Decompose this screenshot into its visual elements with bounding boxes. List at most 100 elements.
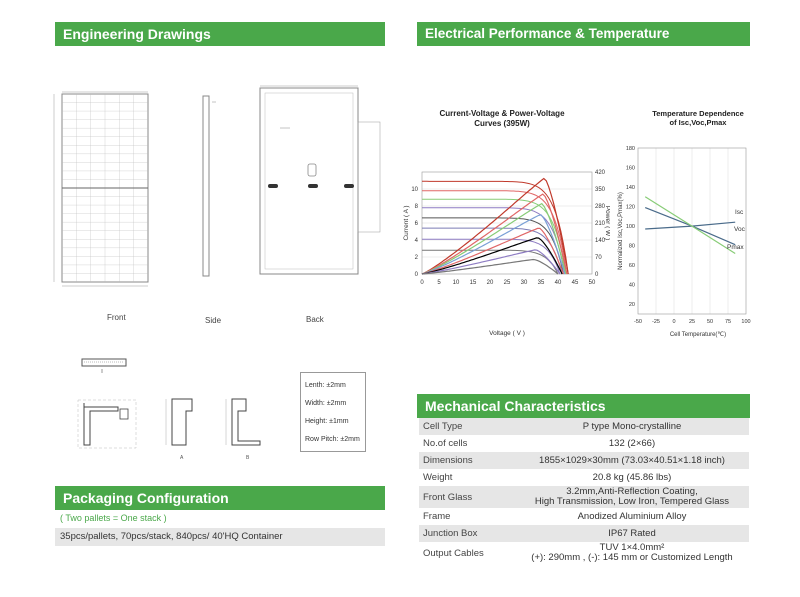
temp-y-tick-label: 100 [626, 224, 635, 230]
tolerance-row-pitch: Row Pitch: ±2mm [305, 436, 360, 443]
pv-curve [421, 237, 563, 275]
iv-y2-tick-label: 140 [595, 238, 606, 244]
iv-x-tick-label: 45 [572, 280, 579, 286]
temp-chart-title: Temperature Dependence of Isc,Voc,Pmax [652, 109, 744, 127]
mechanical-key: Output Cables [423, 547, 484, 559]
mechanical-row: Cell Type P type Mono-crystalline [419, 418, 749, 435]
packaging-header: Packaging Configuration [55, 486, 385, 510]
mechanical-value: 20.8 kg (45.86 lbs) [592, 471, 672, 483]
mechanical-row: Front Glass 3.2mm,Anti-Reflection Coating… [419, 486, 749, 508]
packaging-detail: 35pcs/pallets, 70pcs/stack, 840pcs/ 40'H… [55, 528, 385, 546]
iv-curve [422, 180, 569, 275]
pv-curve [421, 177, 569, 275]
frame-profile-drawings: A B [77, 358, 261, 461]
mechanical-value: Anodized Aluminium Alloy [577, 510, 687, 522]
iv-y-axis-label: Current ( A ) [403, 205, 410, 240]
temp-y-tick-label: 120 [626, 205, 635, 211]
iv-curve [422, 217, 564, 275]
mechanical-value: P type Mono-crystalline [582, 420, 682, 432]
iv-pv-chart: Current-Voltage & Power-Voltage Curves (3… [403, 109, 610, 337]
temp-series-pmax [644, 196, 736, 255]
pv-curve [421, 193, 568, 275]
mechanical-row: Frame Anodized Aluminium Alloy [419, 508, 749, 525]
mechanical-row: Dimensions 1855×1029×30mm (73.03×40.51×1.… [419, 452, 749, 469]
iv-x-tick-label: 35 [538, 280, 545, 286]
iv-x-tick-label: 5 [437, 280, 441, 286]
temp-y-tick-label: 180 [626, 146, 635, 152]
mechanical-table: Cell Type P type Mono-crystalline No.of ce… [419, 418, 749, 564]
temp-plot-frame [637, 147, 747, 315]
temp-x-tick-label: 0 [672, 319, 675, 325]
temp-y-tick-label: 40 [629, 283, 635, 289]
temp-x-tick-label: -50 [634, 319, 642, 325]
iv-x-tick-label: 20 [487, 280, 494, 286]
temp-y-axis-label: Normalized Isc,Voc,Pmax(%) [618, 192, 624, 270]
iv-y-tick-label: 2 [415, 255, 419, 261]
iv-curve [422, 249, 559, 275]
pv-curve [421, 214, 566, 275]
pv-curve [421, 202, 567, 275]
back-view-drawing [259, 85, 381, 275]
iv-y-tick-label: 6 [415, 221, 419, 227]
mechanical-value: IP67 Rated [608, 527, 656, 539]
side-view-drawing [202, 95, 216, 277]
iv-x-axis-label: Voltage ( V ) [489, 330, 525, 337]
iv-y2-axis-label: Power ( W ) [604, 206, 610, 240]
profile-label-b: B [246, 455, 250, 461]
temp-y-tick-label: 160 [626, 166, 635, 172]
iv-x-tick-label: 0 [420, 280, 424, 286]
temp-x-tick-label: 25 [689, 319, 695, 325]
side-label: Side [205, 316, 222, 325]
temp-y-tick-label: 80 [629, 244, 635, 250]
temperature-chart: Temperature Dependence of Isc,Voc,Pmax -50… [618, 109, 751, 338]
iv-curve [422, 190, 568, 275]
iv-y2-tick-label: 0 [595, 272, 599, 278]
tolerance-width: Width: ±2mm [305, 400, 347, 407]
temp-x-tick-label: 50 [707, 319, 713, 325]
iv-y2-tick-label: 420 [595, 170, 606, 176]
back-label: Back [306, 315, 324, 324]
iv-y2-tick-label: 210 [595, 221, 606, 227]
temp-legend-pmax: Pmax [727, 244, 744, 251]
mechanical-key: No.of cells [423, 438, 468, 449]
mechanical-row: No.of cells 132 (2×66) [419, 435, 749, 452]
temp-y-tick-label: 60 [629, 263, 635, 269]
temp-x-tick-label: 75 [725, 319, 731, 325]
iv-y-tick-label: 0 [415, 272, 419, 278]
iv-curve [422, 227, 563, 275]
iv-x-tick-label: 10 [453, 280, 460, 286]
mechanical-row: Weight 20.8 kg (45.86 lbs) [419, 469, 749, 486]
temp-x-axis-label: Cell Temperature(℃) [670, 332, 726, 338]
mechanical-value: 132 (2×66) [608, 437, 656, 449]
engineering-header: Engineering Drawings [55, 22, 385, 46]
mechanical-value: TUV 1×4.0mm² (+): 290mm , (-): 145 mm or … [531, 542, 733, 563]
iv-x-tick-label: 30 [521, 280, 528, 286]
front-panel-drawing [53, 91, 149, 287]
tolerance-box: Lenth: ±2mm Width: ±2mm Height: ±1mm Row… [300, 372, 366, 452]
pv-curve [421, 249, 561, 275]
iv-x-tick-label: 15 [470, 280, 477, 286]
mechanical-key: Dimensions [423, 455, 473, 466]
front-label: Front [107, 313, 126, 322]
iv-y2-tick-label: 280 [595, 204, 606, 210]
mechanical-row: Output Cables TUV 1×4.0mm² (+): 290mm , (-… [419, 542, 749, 564]
mechanical-row: Junction Box IP67 Rated [419, 525, 749, 542]
mechanical-key: Cell Type [423, 421, 463, 432]
iv-y2-tick-label: 350 [595, 187, 606, 193]
temp-x-tick-label: 100 [741, 319, 750, 325]
temp-y-tick-label: 20 [629, 302, 635, 308]
temp-x-tick-label: -25 [652, 319, 660, 325]
packaging-note: ( Two pallets = One stack ) [60, 513, 167, 523]
mechanical-value: 3.2mm,Anti-Reflection Coating, High Trans… [534, 486, 730, 507]
electrical-header: Electrical Performance & Temperature Dep… [417, 22, 750, 65]
mechanical-key: Frame [423, 511, 451, 522]
iv-plot-frame [421, 171, 593, 275]
iv-x-tick-label: 50 [589, 280, 596, 286]
iv-y-tick-label: 4 [415, 238, 419, 244]
mechanical-value: 1855×1029×30mm (73.03×40.51×1.18 inch) [539, 454, 725, 466]
pv-curve [421, 227, 564, 275]
iv-y-tick-label: 10 [411, 187, 418, 193]
tolerance-height: Height: ±1mm [305, 418, 349, 425]
temp-legend-voc: Voc [734, 226, 746, 233]
iv-y-tick-label: 8 [415, 204, 419, 210]
